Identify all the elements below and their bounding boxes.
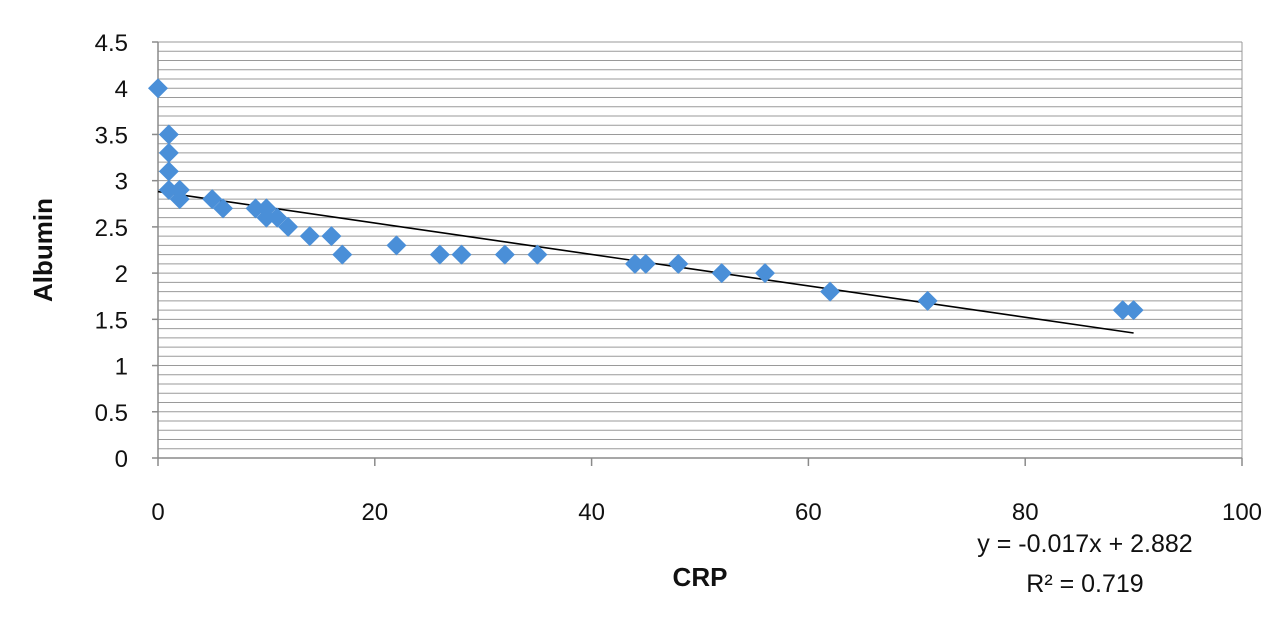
data-point [158,124,179,145]
y-tick-label: 1.5 [95,307,128,334]
data-point [494,244,515,265]
data-point [267,207,288,228]
data-point [429,244,450,265]
data-point [321,226,342,247]
data-point [451,244,472,265]
x-tick-label: 0 [151,499,164,526]
data-point [820,281,841,302]
data-point [624,253,645,274]
x-tick-label: 40 [578,499,605,526]
data-point [148,78,168,99]
data-point [527,244,548,265]
data-point [635,253,656,274]
data-point [158,161,179,182]
axes [157,42,1242,459]
data-point [755,263,776,284]
data-point [213,198,234,219]
x-tick-labels: 0 20 40 60 80 100 [151,458,1262,526]
x-tick-label: 20 [361,499,388,526]
data-point [917,290,938,311]
data-point [256,198,277,219]
data-point [1112,300,1133,321]
data-point [158,179,179,200]
y-axis-title: Albumin [28,198,58,302]
data-points [148,78,1144,321]
data-point [169,179,190,200]
y-tick-label: 4 [115,76,128,103]
x-tick-label: 80 [1012,499,1039,526]
x-axis-title: CRP [673,562,728,592]
data-point [1123,300,1144,321]
gridlines [158,41,1243,458]
data-point [278,216,299,237]
data-point [299,226,320,247]
data-point [386,235,407,256]
y-tick-label: 0 [115,446,128,473]
data-point [245,198,266,219]
trendline-r-squared: R² = 0.719 [1026,570,1143,598]
y-tick-label: 0.5 [95,400,128,427]
data-point [202,189,223,210]
x-tick-label: 100 [1222,499,1262,526]
x-tick-label: 60 [795,499,822,526]
y-tick-label: 4.5 [95,30,128,57]
data-point [332,244,353,265]
y-tick-label: 3.5 [95,122,128,149]
y-tick-label: 3 [115,169,128,196]
data-point [668,253,689,274]
data-point [158,142,179,163]
y-tick-labels: 0 0.5 1 1.5 2 2.5 3 3.5 4 4.5 [95,30,158,473]
y-tick-label: 1 [115,354,128,381]
data-point [711,263,732,284]
trendline-equation: y = -0.017x + 2.882 [977,530,1192,558]
y-tick-label: 2.5 [95,215,128,242]
y-tick-label: 2 [115,261,128,288]
